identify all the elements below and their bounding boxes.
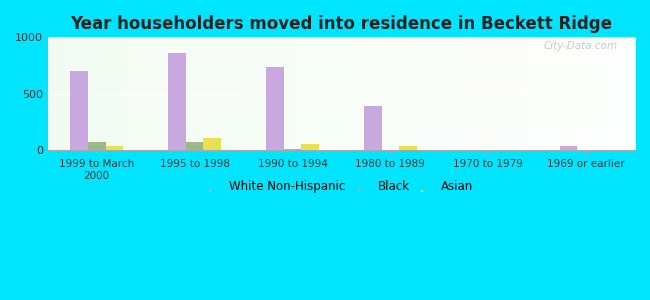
Bar: [105, 146, 124, 150]
Bar: [364, 106, 382, 150]
Bar: [560, 146, 577, 150]
Legend: White Non-Hispanic, Black, Asian: White Non-Hispanic, Black, Asian: [205, 176, 478, 198]
Bar: [283, 149, 302, 150]
Bar: [266, 67, 283, 150]
Bar: [302, 144, 319, 150]
Bar: [399, 146, 417, 150]
Title: Year householders moved into residence in Beckett Ridge: Year householders moved into residence i…: [70, 15, 612, 33]
Bar: [168, 53, 186, 150]
Text: City-Data.com: City-Data.com: [543, 41, 618, 51]
Bar: [88, 142, 105, 150]
Bar: [186, 142, 203, 150]
Bar: [70, 71, 88, 150]
Bar: [203, 138, 221, 150]
